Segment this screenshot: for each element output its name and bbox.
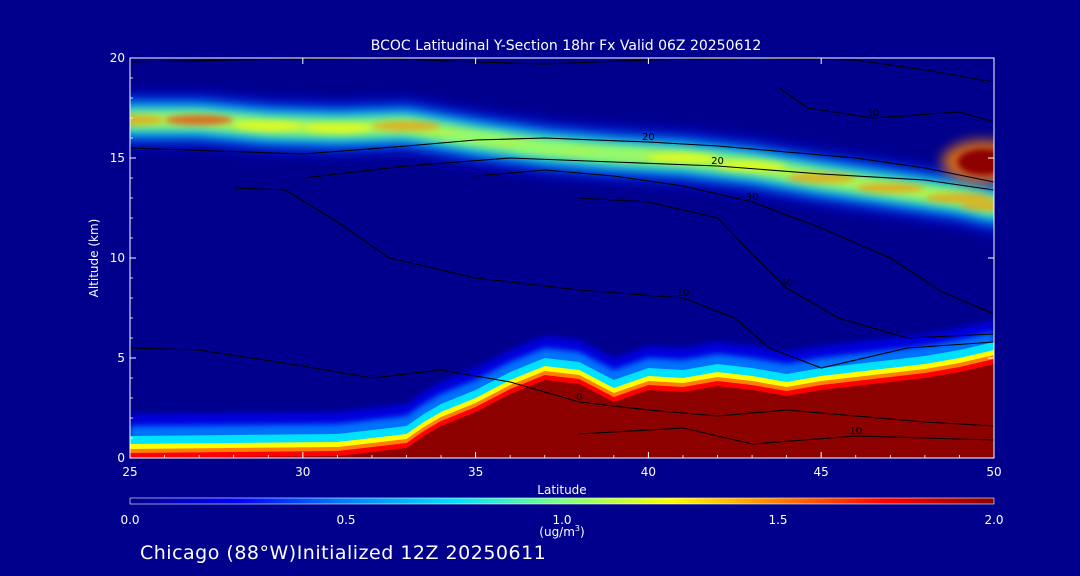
y-tick-label: 15 bbox=[110, 151, 125, 165]
contour-label: 20 bbox=[642, 132, 655, 143]
footer-info: Chicago (88°W)Initialized 12Z 20250611 bbox=[140, 542, 546, 564]
contour-line bbox=[579, 197, 994, 339]
colorbar-ticks: 0.0 0.5 1.0 1.5 2.0 bbox=[120, 513, 1003, 527]
upper-plume-peak bbox=[856, 183, 925, 193]
footer-init: Initialized 12Z 20250611 bbox=[296, 542, 547, 564]
contour-line bbox=[130, 347, 994, 427]
contour-line bbox=[579, 427, 994, 445]
contour-label: 10 bbox=[677, 288, 690, 299]
upper-plume-peak bbox=[441, 133, 510, 143]
upper-plume-peak bbox=[303, 123, 372, 133]
x-tick-label: 30 bbox=[295, 465, 310, 479]
upper-hotspot bbox=[957, 149, 994, 175]
upper-plume-peak bbox=[510, 143, 579, 153]
contour-line bbox=[130, 137, 994, 183]
contour-label: 30 bbox=[780, 278, 793, 289]
x-axis: 25 30 35 40 45 50 bbox=[122, 58, 1002, 479]
upper-plume-peak bbox=[960, 201, 994, 211]
x-tick-label: 40 bbox=[641, 465, 656, 479]
contour-label: 10 bbox=[867, 108, 880, 119]
y-tick-label: 20 bbox=[110, 51, 125, 65]
contour-label: 10 bbox=[849, 426, 862, 437]
y-tick-label: 10 bbox=[110, 251, 125, 265]
colorbar-units-prefix: (ug/m bbox=[539, 525, 575, 539]
upper-plume-peak bbox=[648, 153, 717, 163]
colorbar-tick-label: 1.0 bbox=[552, 513, 571, 527]
y-tick-label: 5 bbox=[117, 351, 125, 365]
x-axis-label: Latitude bbox=[537, 483, 586, 497]
colorbar-tick-label: 0.0 bbox=[120, 513, 139, 527]
contour-label: 0 bbox=[576, 392, 582, 403]
upper-plume-peak bbox=[234, 121, 303, 131]
colorbar-units-suffix: ) bbox=[580, 525, 585, 539]
chart-title: BCOC Latitudinal Y-Section 18hr Fx Valid… bbox=[371, 38, 761, 54]
contour-line bbox=[302, 157, 994, 191]
concentration-field bbox=[130, 90, 994, 458]
footer-location: Chicago (88°W) bbox=[140, 542, 297, 564]
colorbar-tick-label: 1.5 bbox=[768, 513, 787, 527]
colorbar-tick-label: 0.5 bbox=[336, 513, 355, 527]
colorbar: 0.0 0.5 1.0 1.5 2.0 (ug/m3) bbox=[120, 497, 1004, 539]
contour-line bbox=[779, 87, 994, 123]
contour-label: 30 bbox=[746, 192, 759, 203]
colorbar-swatch bbox=[129, 497, 995, 505]
upper-plume-peak bbox=[925, 193, 994, 203]
y-axis-label: Altitude (km) bbox=[87, 219, 101, 298]
x-tick-label: 45 bbox=[814, 465, 829, 479]
colorbar-tick-label: 2.0 bbox=[984, 513, 1003, 527]
contour-line bbox=[233, 187, 994, 369]
contour-label: 20 bbox=[711, 156, 724, 167]
y-tick-label: 0 bbox=[117, 451, 125, 465]
upper-plume-peak bbox=[579, 149, 648, 159]
upper-plume-peak bbox=[718, 161, 787, 171]
x-tick-label: 25 bbox=[122, 465, 137, 479]
upper-plume-peak bbox=[372, 121, 441, 131]
x-tick-label: 35 bbox=[468, 465, 483, 479]
y-axis: 0 5 10 15 20 bbox=[110, 51, 994, 465]
x-tick-label: 50 bbox=[986, 465, 1001, 479]
upper-plume-peak bbox=[130, 115, 164, 125]
contour-line bbox=[475, 169, 994, 315]
surface-layer-band bbox=[130, 364, 994, 458]
upper-plume-peak bbox=[165, 115, 234, 125]
colorbar-units-sup: 3 bbox=[575, 524, 580, 533]
colorbar-units: (ug/m3) bbox=[539, 524, 584, 539]
